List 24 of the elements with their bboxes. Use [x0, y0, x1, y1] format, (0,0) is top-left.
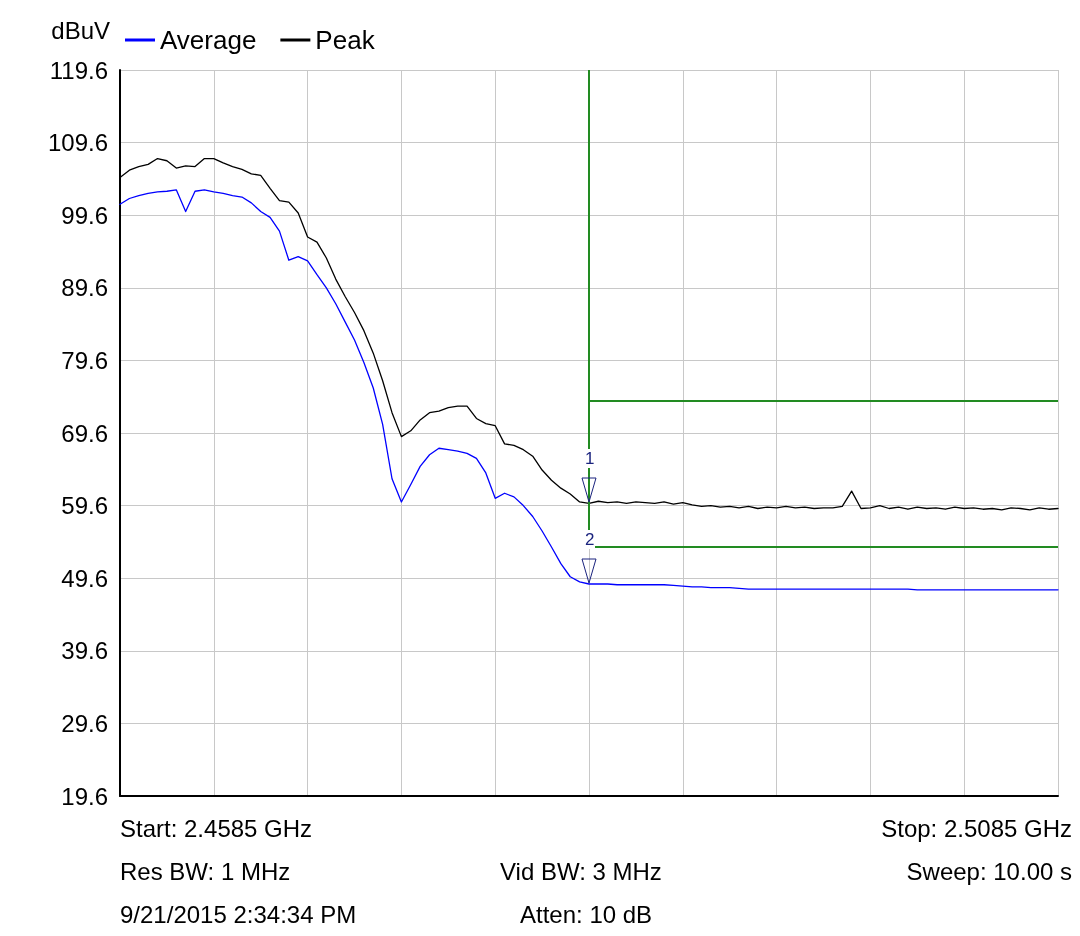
text: Stop: 2.5085 GHz [881, 814, 1072, 842]
y-tick-label: 39.6 [61, 637, 108, 665]
y-tick-label: 29.6 [61, 709, 108, 737]
text: Sweep: 10.00 s [906, 857, 1073, 885]
y-tick-label: 79.6 [61, 346, 108, 374]
y-tick-label: 89.6 [61, 274, 108, 302]
text: Start: 2.4585 GHz [120, 814, 313, 842]
text: Vid BW: 3 MHz [500, 857, 662, 885]
y-tick-label: 119.6 [49, 56, 108, 84]
legend-label: Average [160, 25, 257, 55]
y-tick-label: 109.6 [47, 129, 108, 157]
text: Res BW: 1 MHz [120, 857, 291, 885]
y-axis-title: dBuV [51, 16, 110, 44]
y-tick-label: 59.6 [61, 492, 108, 520]
y-tick-label: 49.6 [61, 564, 108, 592]
y-tick-label: 19.6 [61, 782, 108, 810]
annotation: 1 [584, 448, 596, 468]
y-tick-label: 69.6 [61, 419, 108, 447]
text: 9/21/2015 2:34:34 PM [120, 900, 357, 928]
annotation: 2 [584, 530, 596, 549]
y-tick-label: 99.6 [61, 201, 108, 229]
line-series [119, 189, 1059, 591]
text: Atten: 10 dB [520, 900, 653, 928]
legend-label: Peak [315, 25, 376, 55]
